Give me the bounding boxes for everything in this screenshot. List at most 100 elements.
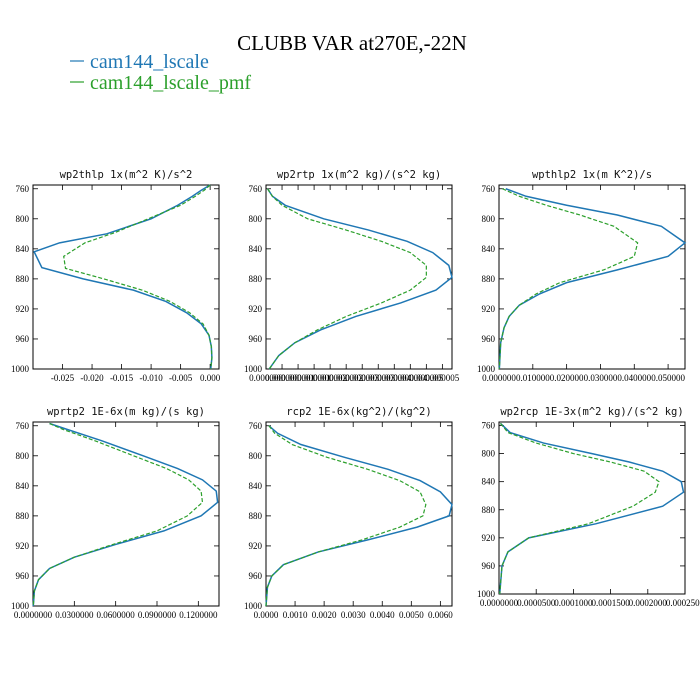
x-tick-label: 0.0002000 bbox=[629, 598, 668, 608]
x-tick-label: 0.0000 bbox=[254, 610, 279, 620]
x-tick-label: 0.000004 bbox=[393, 373, 427, 383]
x-tick-label: 0.010000 bbox=[516, 373, 550, 383]
y-tick-label: 960 bbox=[16, 334, 30, 344]
y-tick-label: 1000 bbox=[477, 589, 496, 599]
x-tick-label: 0.0002500 bbox=[666, 598, 700, 608]
x-tick-label: 0.0600000 bbox=[97, 610, 136, 620]
y-tick-label: 840 bbox=[249, 481, 263, 491]
x-tick-label: 0.000000 bbox=[249, 373, 283, 383]
plot-frame bbox=[32, 184, 220, 370]
y-tick-label: 800 bbox=[249, 451, 263, 461]
x-tick-label: 0.0001000 bbox=[554, 598, 593, 608]
x-tick-label: 0.000 bbox=[200, 373, 221, 383]
x-tick-label: 0.040000 bbox=[617, 373, 651, 383]
panel-title: wp2rtp 1x(m^2 kg)/(s^2 kg) bbox=[277, 169, 441, 181]
y-tick-label: 920 bbox=[16, 304, 30, 314]
series-lscale-line bbox=[33, 184, 213, 370]
y-tick-label: 920 bbox=[482, 304, 496, 314]
x-tick-label: 0.0300000 bbox=[55, 610, 94, 620]
y-tick-label: 800 bbox=[16, 451, 30, 461]
x-tick-label: -0.025 bbox=[51, 373, 75, 383]
plot-frame bbox=[498, 421, 686, 595]
y-tick-label: 1000 bbox=[477, 364, 496, 374]
x-tick-label: -0.005 bbox=[169, 373, 193, 383]
y-tick-label: 840 bbox=[16, 244, 30, 254]
y-tick-label: 760 bbox=[482, 421, 496, 431]
y-tick-label: 760 bbox=[249, 184, 263, 194]
y-tick-label: 840 bbox=[482, 477, 496, 487]
panel-5: rcp2 1E-6x(kg^2)/(kg^2) 760 800 840 880 920 96… bbox=[244, 406, 453, 620]
series-lscale-line bbox=[498, 188, 687, 370]
x-tick-label: 0.1200000 bbox=[179, 610, 218, 620]
x-tick-label: 0.020000 bbox=[550, 373, 584, 383]
y-tick-label: 1000 bbox=[244, 364, 263, 374]
x-tick-label: 0.0000500 bbox=[517, 598, 556, 608]
panel-title: wp2thlp 1x(m^2 K)/s^2 bbox=[60, 169, 193, 181]
y-tick-label: 800 bbox=[249, 214, 263, 224]
y-tick-label: 800 bbox=[482, 449, 496, 459]
panel-4: wprtp2 1E-6x(m kg)/(s kg) 760 800 840 880 920… bbox=[11, 406, 220, 620]
x-tick-label: -0.010 bbox=[139, 373, 163, 383]
y-tick-label: 880 bbox=[482, 505, 496, 515]
plot-frame bbox=[265, 184, 453, 370]
x-tick-label: 0.0001500 bbox=[591, 598, 630, 608]
x-tick-label: -0.015 bbox=[110, 373, 134, 383]
y-tick-label: 840 bbox=[16, 481, 30, 491]
series-lscale-line bbox=[32, 422, 219, 607]
series-lscale-line bbox=[498, 422, 685, 595]
x-tick-label: 0.0000000 bbox=[14, 610, 53, 620]
x-tick-label: 0.000003 bbox=[361, 373, 395, 383]
series-lscale-line bbox=[266, 188, 453, 370]
panel-title: rcp2 1E-6x(kg^2)/(kg^2) bbox=[286, 406, 431, 418]
x-tick-label: 0.0050 bbox=[399, 610, 424, 620]
y-tick-label: 1000 bbox=[11, 601, 30, 611]
series-lscale-pmf-line bbox=[265, 425, 427, 607]
y-tick-label: 920 bbox=[16, 541, 30, 551]
x-tick-label: 0.000005 bbox=[426, 373, 460, 383]
y-tick-label: 800 bbox=[482, 214, 496, 224]
panel-3: wpthlp2 1x(m K^2)/s 760 800 840 880 920 960 100… bbox=[477, 169, 687, 383]
plot-frame bbox=[265, 421, 453, 607]
y-tick-label: 880 bbox=[16, 511, 30, 521]
series-lscale-pmf-line bbox=[32, 422, 204, 607]
y-tick-label: 880 bbox=[249, 511, 263, 521]
y-tick-label: 840 bbox=[482, 244, 496, 254]
y-tick-label: 920 bbox=[249, 541, 263, 551]
y-tick-label: 880 bbox=[482, 274, 496, 284]
plot-frame bbox=[498, 184, 686, 370]
y-tick-label: 920 bbox=[482, 533, 496, 543]
y-tick-label: 880 bbox=[16, 274, 30, 284]
x-tick-label: -0.020 bbox=[80, 373, 104, 383]
x-tick-label: 0.0040 bbox=[370, 610, 395, 620]
x-tick-label: 0.000002 bbox=[313, 373, 347, 383]
series-lscale-pmf-line bbox=[63, 184, 213, 370]
y-tick-label: 760 bbox=[16, 421, 30, 431]
x-tick-label: 0.000003 bbox=[345, 373, 379, 383]
x-tick-label: 0.050000 bbox=[651, 373, 685, 383]
x-tick-label: 0.000005 bbox=[409, 373, 443, 383]
y-tick-label: 960 bbox=[249, 571, 263, 581]
panel-title: wprtp2 1E-6x(m kg)/(s kg) bbox=[47, 406, 205, 418]
panel-6: wp2rcp 1E-3x(m^2 kg)/(s^2 kg) 760 800 840 88… bbox=[477, 406, 700, 608]
panels: wp2thlp 1x(m^2 K)/s^2 760 800 840 880 920 960 1… bbox=[11, 169, 700, 620]
x-tick-label: 0.000002 bbox=[329, 373, 363, 383]
y-tick-label: 960 bbox=[482, 334, 496, 344]
series-lscale-line bbox=[265, 425, 453, 607]
series-lscale-pmf-line bbox=[498, 188, 639, 370]
figure-title: CLUBB VAR at270E,-22N bbox=[237, 31, 467, 55]
legend: cam144_lscale cam144_lscale_pmf bbox=[70, 51, 251, 94]
panel-title: wp2rcp 1E-3x(m^2 kg)/(s^2 kg) bbox=[500, 406, 683, 418]
y-tick-label: 960 bbox=[16, 571, 30, 581]
x-tick-label: 0.0030 bbox=[341, 610, 366, 620]
x-tick-label: 0.0900000 bbox=[138, 610, 177, 620]
y-tick-label: 1000 bbox=[11, 364, 30, 374]
y-tick-label: 840 bbox=[249, 244, 263, 254]
x-tick-label: 0.030000 bbox=[584, 373, 618, 383]
series-lscale-pmf-line bbox=[499, 423, 660, 595]
x-tick-label: 0.000000 bbox=[265, 373, 299, 383]
x-tick-label: 0.0010 bbox=[283, 610, 308, 620]
y-tick-label: 760 bbox=[249, 421, 263, 431]
y-tick-label: 920 bbox=[249, 304, 263, 314]
legend-label-lscale-pmf: cam144_lscale_pmf bbox=[90, 72, 251, 94]
